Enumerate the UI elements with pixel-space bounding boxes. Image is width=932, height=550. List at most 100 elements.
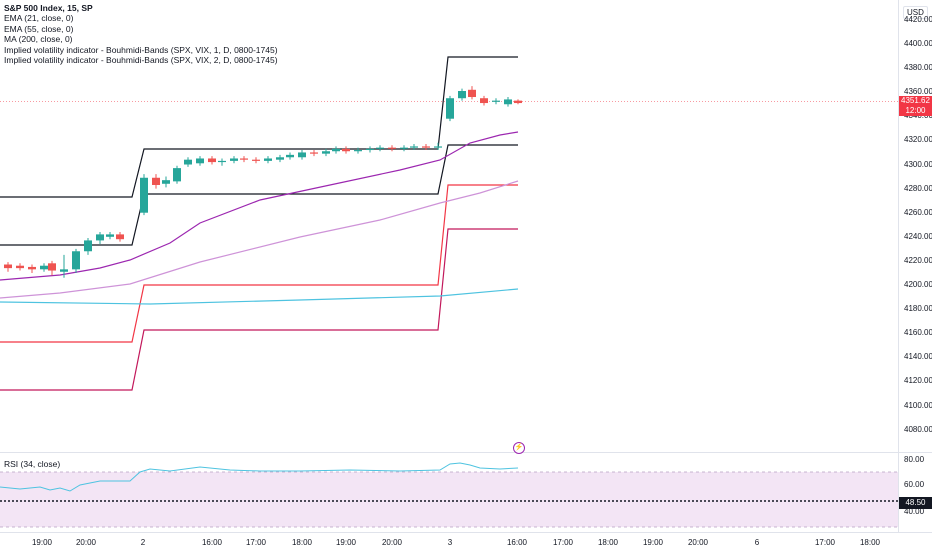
candle-body	[230, 158, 238, 161]
candle-body	[184, 159, 192, 165]
time-axis-label: 16:00	[201, 538, 223, 547]
time-axis-label: 18:00	[859, 538, 881, 547]
symbol-title[interactable]: S&P 500 Index, 15, SP	[4, 3, 93, 13]
price-axis-label: 4200.00	[904, 280, 932, 289]
band2-lower	[0, 228, 518, 391]
price-axis-label: 4080.00	[904, 424, 932, 434]
candle-body	[298, 152, 306, 158]
legend-bands-2[interactable]: Implied volatility indicator - Bouhmidi-…	[4, 55, 278, 66]
candle-body	[366, 148, 374, 151]
price-axis-label: 4220.00	[904, 255, 932, 265]
rsi-axis-label: 80.00	[904, 455, 925, 464]
band1-upper	[0, 56, 518, 198]
candle-body	[434, 146, 442, 148]
rsi-band-fill	[0, 472, 898, 527]
flash-icon[interactable]: ⚡	[513, 442, 525, 454]
candle-body	[388, 147, 396, 149]
candle-body	[332, 148, 340, 152]
candle-body	[492, 100, 500, 102]
legend-bands-1[interactable]: Implied volatility indicator - Bouhmidi-…	[4, 44, 278, 55]
time-axis-label: 17:00	[552, 538, 574, 547]
candle-body	[173, 168, 181, 182]
time-axis-label: 20:00	[381, 538, 403, 547]
time-axis-label: 19:00	[31, 538, 53, 547]
time-axis-label: 18:00	[291, 538, 313, 547]
legend-ema55[interactable]: EMA (55, close, 0)	[4, 23, 74, 34]
time-axis-label: 16:00	[506, 538, 528, 547]
time-axis-label: 18:00	[597, 538, 619, 547]
price-axis-label: 4420.00	[904, 14, 932, 24]
price-axis-label: 4120.00	[904, 376, 932, 386]
candle-body	[322, 151, 330, 154]
ema55-line	[0, 180, 519, 299]
time-axis-label: 20:00	[687, 538, 709, 547]
price-axis-label: 4100.00	[904, 400, 932, 410]
candle-body	[60, 269, 68, 272]
candle-body	[468, 89, 476, 98]
price-axis-label: 4380.00	[904, 63, 932, 73]
candle-body	[400, 147, 408, 149]
candle-body	[422, 146, 430, 148]
candle-body	[376, 147, 384, 149]
candle-body	[446, 98, 454, 119]
candle-body	[252, 159, 260, 161]
candle-body	[208, 158, 216, 163]
price-axis-label: 4320.00	[904, 135, 932, 145]
price-chart-svg[interactable]	[0, 0, 898, 452]
time-axis-label: 17:00	[245, 538, 267, 547]
candle-body	[286, 154, 294, 158]
candle-body	[40, 265, 48, 270]
rsi-pane[interactable]	[0, 452, 898, 532]
rsi-legend[interactable]: RSI (34, close)	[4, 459, 61, 469]
price-axis-label: 4280.00	[904, 183, 932, 193]
candle-body	[28, 266, 36, 270]
time-axis-label: 19:00	[642, 538, 664, 547]
band2-upper	[0, 184, 518, 343]
rsi-axis-label: 60.00	[904, 480, 925, 489]
price-axis-label: 4160.00	[904, 328, 932, 338]
candle-body	[240, 158, 248, 160]
candle-body	[354, 150, 362, 152]
rsi-line	[0, 462, 519, 492]
candle-body	[264, 158, 272, 161]
candle-body	[16, 265, 24, 269]
legend-ma200[interactable]: MA (200, close, 0)	[4, 34, 73, 45]
candle-body	[410, 146, 418, 148]
time-axis-label: 19:00	[335, 538, 357, 547]
price-chart-pane[interactable]	[0, 0, 898, 452]
time-axis-label: 2	[140, 538, 146, 547]
bar-countdown: 12:00	[905, 106, 926, 115]
candle-body	[140, 177, 148, 213]
candle-body	[152, 177, 160, 185]
candle-body	[106, 234, 114, 237]
candle-body	[72, 251, 80, 270]
candle-body	[218, 160, 226, 163]
rsi-value-tag: 48.50	[899, 497, 932, 509]
rsi-axis-label: 40.00	[904, 507, 925, 516]
price-axis-label: 4240.00	[904, 231, 932, 241]
price-axis-label: 4400.00	[904, 39, 932, 48]
pane-separator[interactable]	[0, 452, 932, 453]
price-axis-label: 4180.00	[904, 304, 932, 314]
candle-body	[276, 157, 284, 160]
candle-body	[116, 234, 124, 240]
chart-legend: S&P 500 Index, 15, SP EMA (21, close, 0)…	[4, 3, 278, 65]
candle-body	[310, 152, 318, 154]
price-axis-label: 4140.00	[904, 352, 932, 362]
legend-ema21[interactable]: EMA (21, close, 0)	[4, 13, 74, 24]
candle-body	[504, 99, 512, 105]
price-axis-label: 4260.00	[904, 207, 932, 217]
candle-body	[96, 234, 104, 241]
time-axis-label: 17:00	[814, 538, 836, 547]
band1-lower	[0, 144, 518, 246]
ma200-line	[0, 288, 519, 305]
candle-body	[84, 240, 92, 252]
candle-body	[4, 264, 12, 269]
ema21-line	[0, 131, 519, 281]
currency-button[interactable]: USD	[903, 6, 928, 19]
last-price-tag: 4351.62 12:00	[899, 96, 932, 116]
rsi-svg[interactable]	[0, 452, 898, 532]
candle-body	[162, 180, 170, 184]
time-axis-label: 6	[754, 538, 760, 547]
candle-body	[458, 90, 466, 99]
